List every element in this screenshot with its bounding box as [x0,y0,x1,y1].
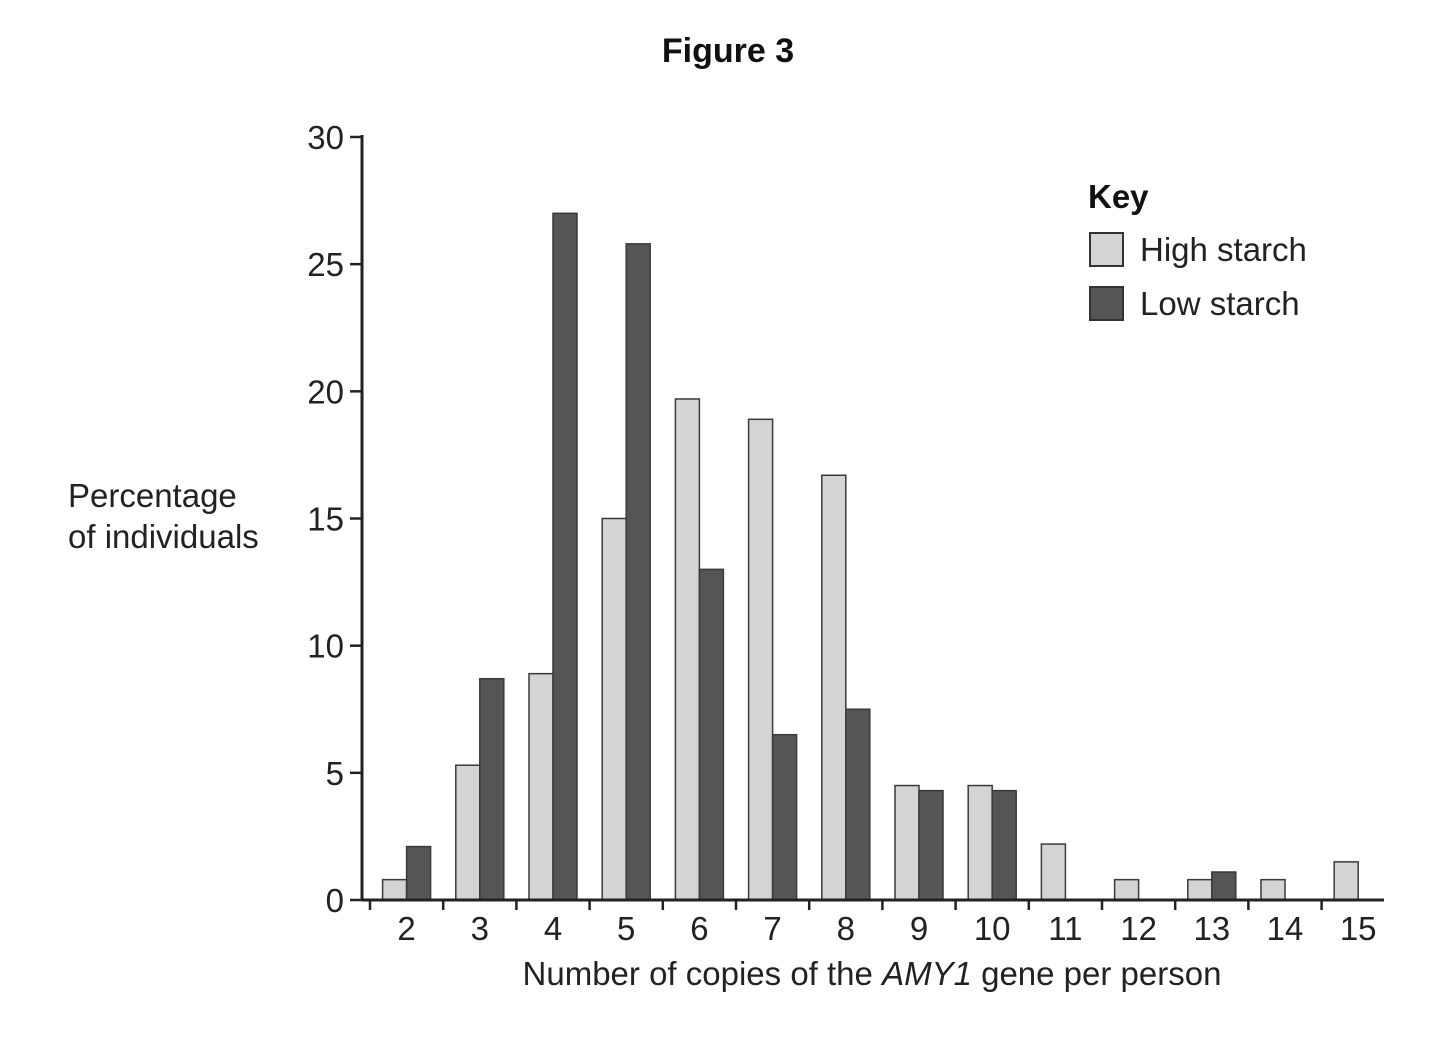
x-tick-label: 10 [974,910,1011,947]
x-tick-label: 12 [1120,910,1157,947]
bar-high-starch-10 [967,784,993,901]
y-tick-label: 5 [326,755,344,792]
y-axis-ticks: 0 5 10 15 20 25 30 [307,119,362,919]
bar-high-starch-13 [1187,878,1213,901]
y-axis-label: Percentage of individuals [68,477,259,555]
x-axis-label-suffix: gene per person [972,955,1222,992]
bar-high-starch-2 [381,878,408,901]
bar-low-starch-13 [1211,871,1237,901]
bar-high-starch-6 [674,398,701,901]
x-tick-label: 5 [617,910,635,947]
y-tick-label: 20 [307,373,344,410]
x-tick-label: 15 [1340,910,1377,947]
bar-high-starch-3 [455,764,481,901]
y-tick-label: 30 [307,119,344,156]
x-tick-label: 4 [544,910,562,947]
x-tick-label: 2 [397,910,415,947]
x-axis-label-gene: AMY1 [880,955,972,992]
x-axis-ticks: 2 3 4 5 6 7 8 9 10 11 12 13 14 15 [368,900,1377,947]
legend-swatch-high-starch [1089,232,1124,267]
bar-low-starch-6 [698,568,725,901]
x-axis-label: Number of copies of the AMY1 gene per pe… [523,955,1222,992]
bar-low-starch-8 [845,708,871,901]
y-tick-label: 10 [307,628,344,665]
legend-label-low-starch: Low starch [1140,285,1300,322]
x-tick-label: 7 [763,910,781,947]
legend: Key High starch Low starch [1088,178,1307,322]
y-tick-label: 25 [307,246,344,283]
y-tick-label: 15 [307,501,344,538]
bars-group [381,212,1359,901]
legend-swatch-low-starch [1089,286,1124,321]
x-tick-label: 14 [1267,910,1304,947]
x-tick-label: 3 [471,910,489,947]
bar-high-starch-11 [1040,843,1067,901]
x-tick-label: 8 [837,910,855,947]
bar-high-starch-14 [1260,878,1286,901]
bar-low-starch-10 [991,789,1017,901]
bar-high-starch-12 [1113,878,1140,901]
bar-high-starch-8 [821,474,847,901]
x-axis-label-prefix: Number of copies of the [523,955,883,992]
x-tick-label: 6 [690,910,708,947]
x-tick-label: 9 [910,910,928,947]
bar-low-starch-9 [918,789,944,901]
x-tick-label: 13 [1193,910,1230,947]
figure-title: Figure 3 [662,32,794,70]
bar-high-starch-15 [1333,861,1359,901]
bar-high-starch-4 [528,672,554,901]
bar-low-starch-2 [405,845,432,901]
bar-high-starch-9 [894,784,920,901]
x-tick-label: 11 [1048,910,1082,947]
bar-high-starch-7 [747,418,774,901]
legend-title: Key [1088,178,1149,215]
y-axis-label-line-2: of individuals [68,518,259,555]
bar-low-starch-5 [625,243,651,901]
bar-low-starch-3 [479,677,505,901]
bar-high-starch-5 [601,517,627,901]
legend-label-high-starch: High starch [1140,231,1307,268]
bar-low-starch-7 [771,733,798,901]
y-tick-label: 0 [326,882,344,919]
y-axis-label-line-1: Percentage [68,477,237,514]
bar-low-starch-4 [552,212,578,901]
